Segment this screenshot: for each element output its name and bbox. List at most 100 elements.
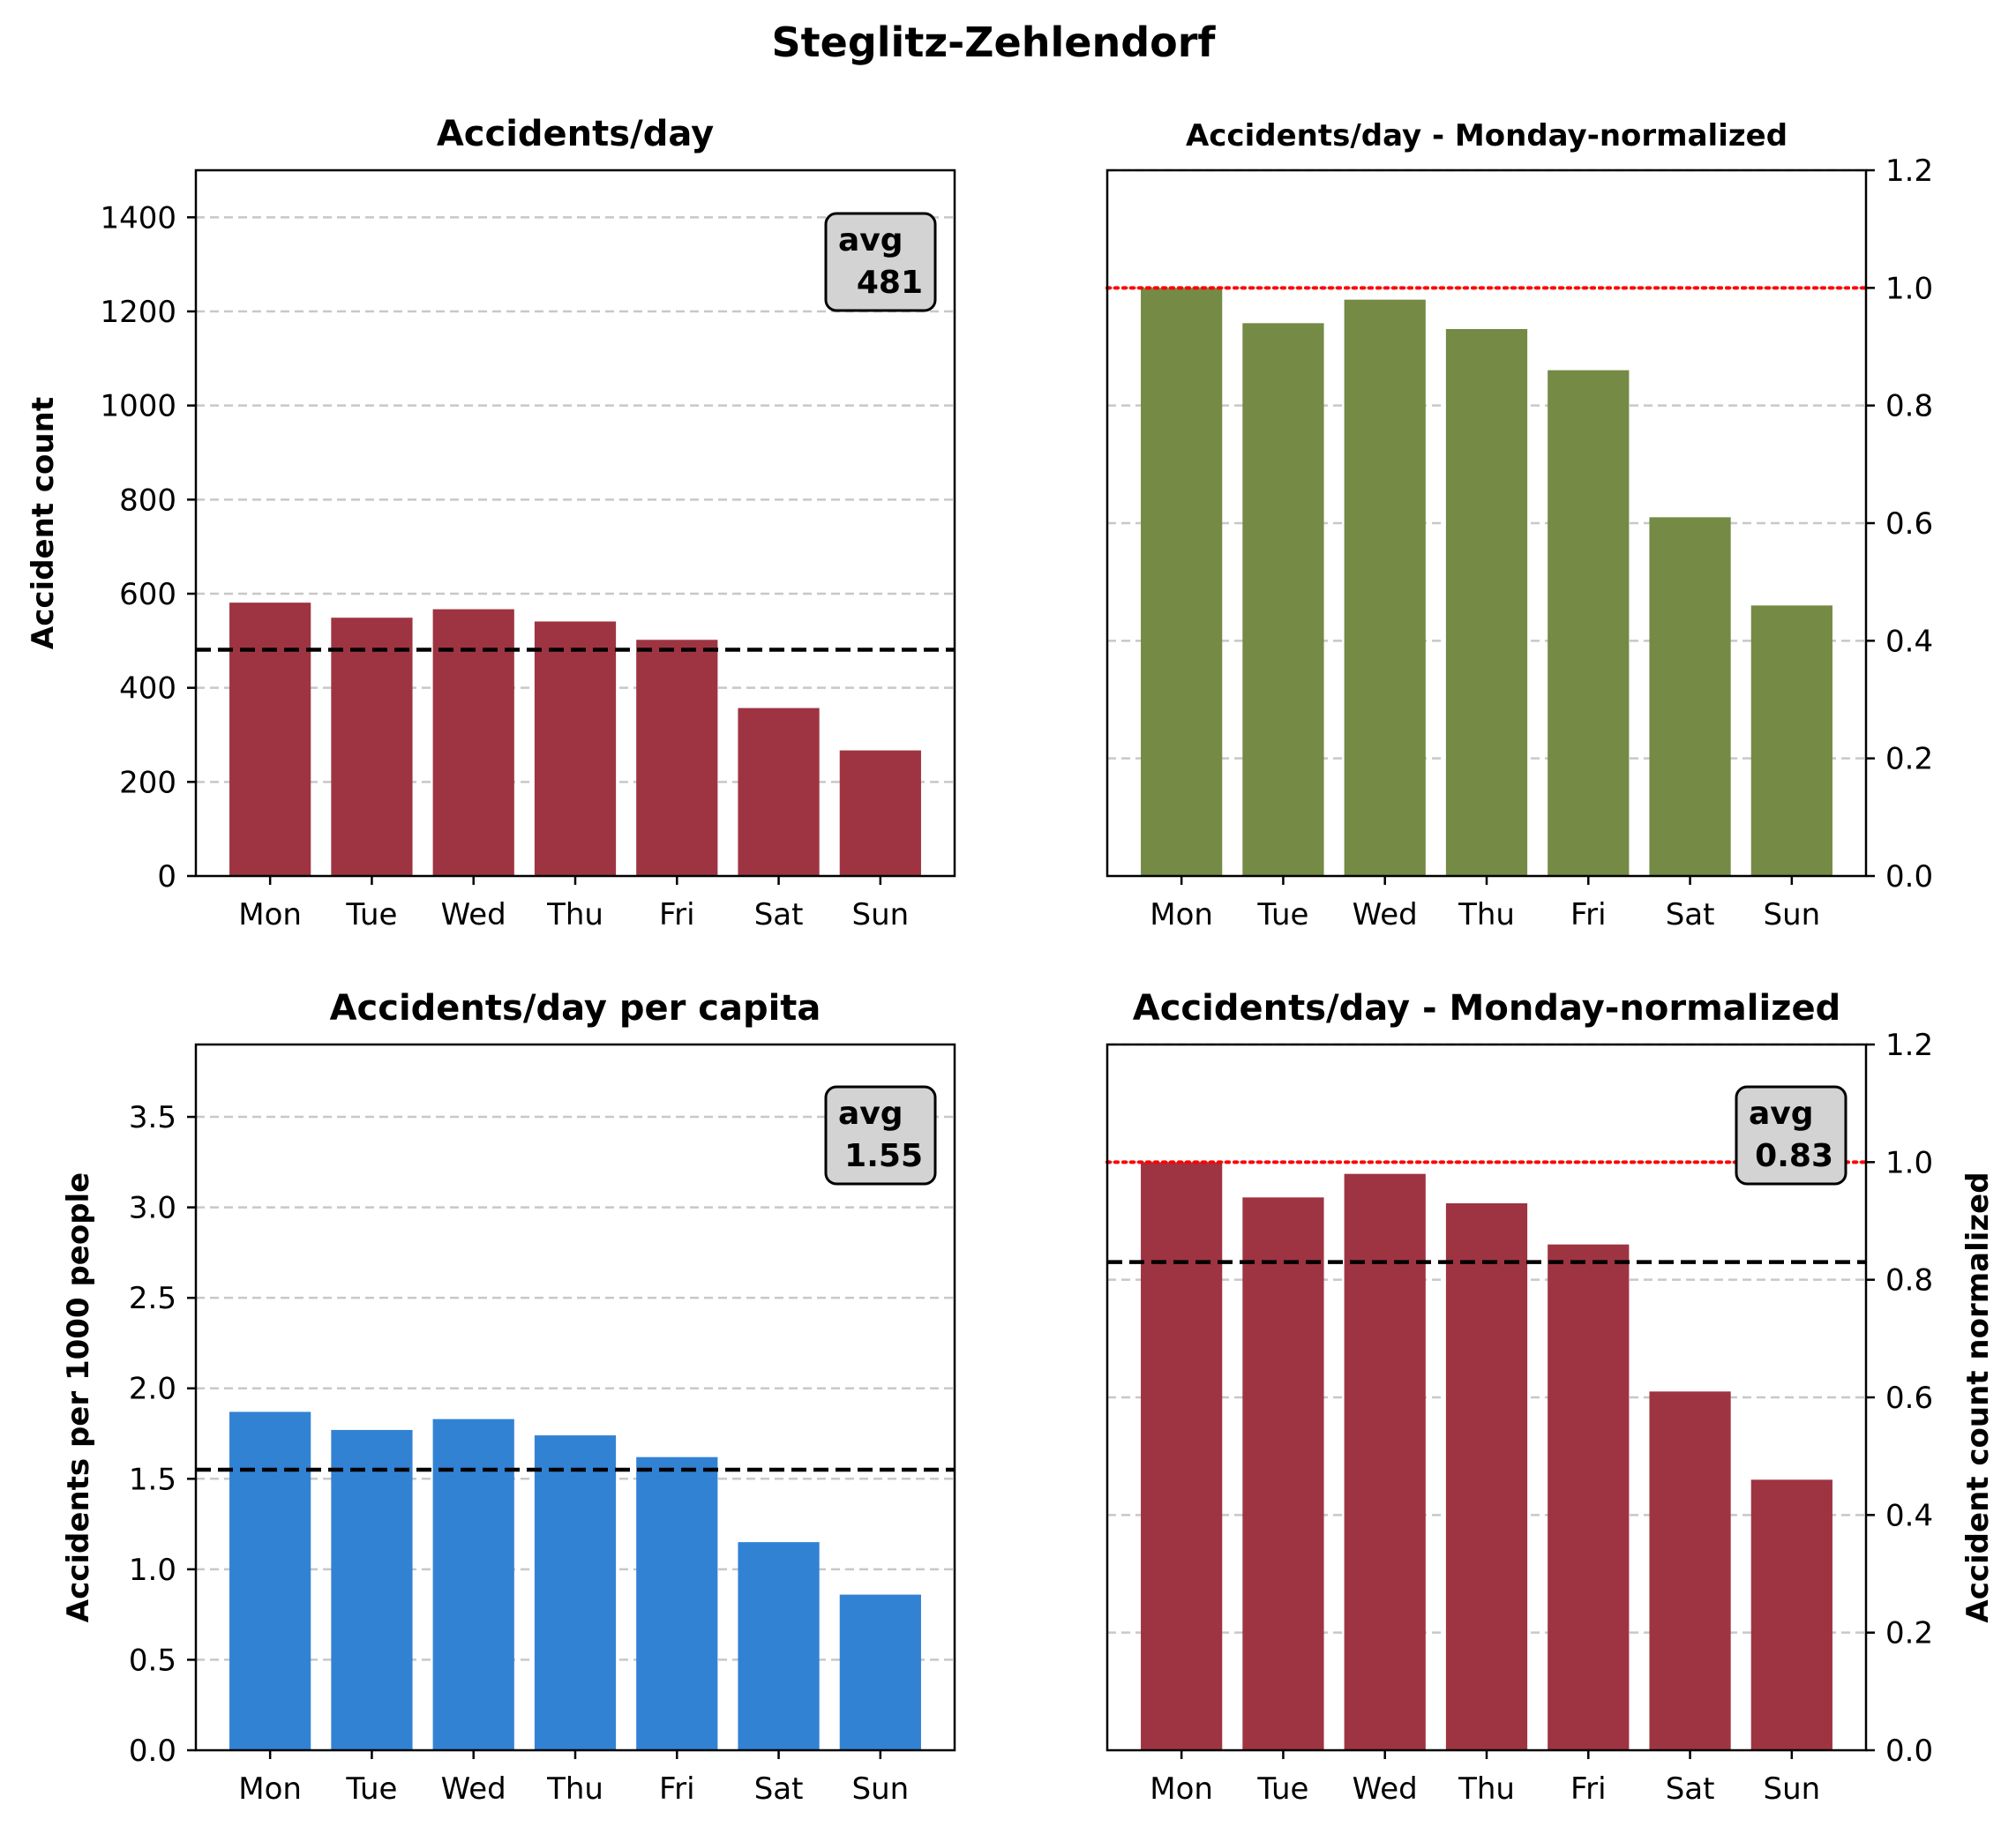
x-tick-label: Sun bbox=[852, 897, 910, 932]
x-tick-label: Wed bbox=[1353, 897, 1418, 932]
y-tick-label: 0.0 bbox=[129, 1733, 176, 1769]
y-axis-label: Accident count bbox=[26, 397, 61, 649]
y-axis-label: Accident count normalized bbox=[1960, 1172, 1996, 1622]
bar-mon bbox=[229, 603, 311, 876]
x-tick-label: Thu bbox=[1458, 1771, 1515, 1807]
average-box-value: 1.55 bbox=[844, 1138, 923, 1174]
bar-thu bbox=[1445, 329, 1528, 876]
x-tick-label: Tue bbox=[1256, 1771, 1308, 1807]
y-tick-label: 1400 bbox=[100, 200, 176, 236]
y-tick-label: 0.2 bbox=[1885, 742, 1933, 777]
y-tick-label: 0.6 bbox=[1885, 506, 1933, 542]
y-tick-label: 0.8 bbox=[1885, 389, 1933, 424]
bar-fri bbox=[636, 640, 718, 876]
y-tick-label: 0.0 bbox=[1885, 859, 1933, 895]
average-box-label: avg bbox=[838, 1096, 903, 1132]
average-box bbox=[824, 1085, 937, 1186]
average-box-label: avg bbox=[838, 222, 903, 258]
y-tick-label: 3.0 bbox=[129, 1191, 176, 1226]
y-tick-label: 200 bbox=[119, 765, 176, 800]
subplot-1: Mon Tue Wed Thu Fri Sat Sun 0 200 400 600 800 1000 12… bbox=[26, 114, 956, 932]
bar-mon bbox=[1141, 1162, 1223, 1750]
y-tick-label: 0 bbox=[157, 859, 176, 895]
y-tick-label: 0.6 bbox=[1885, 1381, 1933, 1416]
y-tick-label: 1.2 bbox=[1885, 153, 1933, 189]
y-tick-label: 1.0 bbox=[1885, 271, 1933, 306]
x-tick-label: Fri bbox=[659, 897, 695, 932]
y-tick-label: 2.5 bbox=[129, 1281, 176, 1316]
y-tick-label: 1000 bbox=[100, 389, 176, 424]
subplot-3: Mon Tue Wed Thu Fri Sat Sun 0.0 0.5 1.0 1.5 2.0 2.5 3… bbox=[61, 988, 956, 1807]
y-tick-label: 0.4 bbox=[1885, 1498, 1933, 1533]
x-tick-label: Sun bbox=[852, 1771, 910, 1807]
x-tick-label: Fri bbox=[1570, 897, 1607, 932]
bar-wed bbox=[1344, 1173, 1426, 1750]
subplot-title: Accidents/day - Monday-normalized bbox=[1133, 988, 1840, 1029]
x-tick-label: Wed bbox=[441, 1771, 506, 1807]
subplot-2: Mon Tue Wed Thu Fri Sat Sun 0.0 0.2 0.4 0.6 0.8 1.0 1… bbox=[1105, 118, 1933, 932]
y-tick-label: 0.0 bbox=[1885, 1733, 1933, 1769]
x-tick-label: Thu bbox=[1458, 897, 1515, 932]
x-tick-label: Fri bbox=[659, 1771, 695, 1807]
y-tick-label: 0.8 bbox=[1885, 1263, 1933, 1299]
x-tick-label: Wed bbox=[441, 897, 506, 932]
average-box-value: 0.83 bbox=[1755, 1138, 1833, 1174]
average-box-label: avg bbox=[1749, 1096, 1814, 1132]
bar-sun bbox=[1750, 605, 1832, 876]
bar-mon bbox=[1141, 288, 1223, 876]
y-tick-label: 400 bbox=[119, 671, 176, 707]
bar-sat bbox=[738, 1542, 820, 1750]
x-tick-label: Sat bbox=[1666, 1771, 1715, 1807]
y-tick-label: 0.4 bbox=[1885, 624, 1933, 659]
x-tick-label: Tue bbox=[1256, 897, 1308, 932]
subplot-title: Accidents/day per capita bbox=[330, 988, 821, 1029]
x-tick-label: Mon bbox=[238, 897, 302, 932]
bar-tue bbox=[331, 618, 413, 876]
y-tick-label: 1.0 bbox=[129, 1553, 176, 1588]
bar-wed bbox=[432, 609, 514, 876]
bar-thu bbox=[1445, 1203, 1528, 1750]
x-tick-label: Sat bbox=[1666, 897, 1715, 932]
y-tick-label: 3.5 bbox=[129, 1100, 176, 1135]
x-tick-label: Sat bbox=[754, 897, 804, 932]
x-tick-label: Sun bbox=[1764, 897, 1821, 932]
y-tick-label: 600 bbox=[119, 577, 176, 612]
x-tick-label: Thu bbox=[546, 1771, 603, 1807]
x-tick-label: Wed bbox=[1353, 1771, 1418, 1807]
x-tick-label: Mon bbox=[238, 1771, 302, 1807]
figure-title: Steglitz-Zehlendorf bbox=[772, 19, 1217, 66]
y-tick-label: 1.5 bbox=[129, 1462, 176, 1497]
bar-fri bbox=[1548, 1244, 1630, 1750]
x-tick-label: Sat bbox=[754, 1771, 804, 1807]
y-tick-label: 1.2 bbox=[1885, 1028, 1933, 1063]
bar-sun bbox=[839, 1594, 921, 1750]
bar-tue bbox=[331, 1429, 413, 1750]
bar-fri bbox=[1548, 370, 1630, 877]
x-tick-label: Fri bbox=[1570, 1771, 1607, 1807]
bar-sat bbox=[1649, 1391, 1731, 1750]
y-tick-label: 0.5 bbox=[129, 1643, 176, 1678]
y-tick-label: 1.0 bbox=[1885, 1145, 1933, 1180]
subplot-4: Mon Tue Wed Thu Fri Sat Sun 0.0 0.2 0.4 0.6 0.8 1.0 1… bbox=[1105, 988, 1996, 1807]
bar-sat bbox=[738, 708, 820, 876]
x-tick-label: Thu bbox=[546, 897, 603, 932]
y-axis-label: Accidents per 1000 people bbox=[61, 1172, 96, 1622]
y-tick-label: 2.0 bbox=[129, 1372, 176, 1407]
bar-fri bbox=[636, 1456, 718, 1750]
bar-sat bbox=[1649, 517, 1731, 876]
bar-mon bbox=[229, 1411, 311, 1750]
y-tick-label: 1200 bbox=[100, 295, 176, 330]
subplot-title: Accidents/day bbox=[437, 114, 714, 154]
bar-sun bbox=[1750, 1479, 1832, 1750]
average-box bbox=[824, 212, 937, 312]
bar-tue bbox=[1242, 1197, 1324, 1750]
bar-thu bbox=[534, 1435, 617, 1750]
x-tick-label: Mon bbox=[1150, 1771, 1213, 1807]
bar-tue bbox=[1242, 323, 1324, 876]
average-box bbox=[1735, 1085, 1847, 1186]
x-tick-label: Tue bbox=[345, 897, 397, 932]
bar-thu bbox=[534, 621, 617, 876]
bar-wed bbox=[1344, 299, 1426, 877]
average-box-value: 481 bbox=[857, 265, 923, 301]
